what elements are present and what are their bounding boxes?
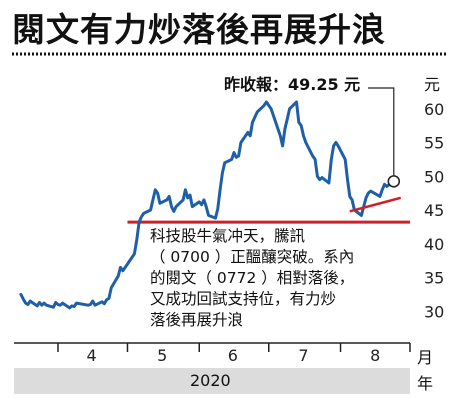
series-group: [19, 87, 410, 310]
x-tick-label: 7: [298, 346, 308, 365]
x-axis-year-label: 2020: [190, 371, 231, 390]
x-tick-label: 6: [228, 346, 238, 365]
annotation-line: 落後再展升浪: [150, 311, 244, 329]
x-axis-year-unit: 年: [417, 374, 434, 393]
last-close-marker: [387, 175, 401, 188]
y-axis-unit: 元: [424, 75, 441, 94]
last-close-callout: 昨收報：49.25 元: [224, 75, 361, 94]
y-axis-ticks: 30 35 40 45 50 55 60: [424, 100, 444, 322]
annotation-line: 科技股牛氣冲天，騰訊: [150, 227, 306, 245]
callout-leader-line: [368, 87, 395, 176]
year-band: [14, 368, 410, 394]
y-tick-label: 50: [424, 167, 444, 186]
y-tick-label: 45: [424, 201, 444, 220]
y-tick-label: 55: [424, 134, 444, 153]
x-axis-unit: 月: [417, 348, 434, 367]
x-tick-label: 5: [157, 346, 167, 365]
trendline: [349, 196, 402, 213]
annotation-line: （ 0700 ）正醞釀突破。系內: [150, 248, 355, 266]
x-tick-label: 4: [86, 346, 96, 365]
y-tick-label: 30: [424, 302, 444, 321]
annotation-line: 的閱文（ 0772 ）相對落後，: [150, 269, 355, 287]
x-axis: 4 5 6 7 8: [14, 342, 411, 365]
annotation-line: 又成功回試支持位，有力炒: [150, 290, 337, 308]
y-tick-label: 35: [424, 269, 444, 288]
chart-annotation: 科技股牛氣冲天，騰訊 （ 0700 ）正醞釀突破。系內 的閱文（ 0772 ）相…: [150, 226, 412, 331]
y-tick-label: 40: [424, 235, 444, 254]
y-tick-label: 60: [424, 100, 444, 119]
chart-headline: 閱文有力炒落後再展升浪: [12, 10, 386, 49]
x-tick-label: 8: [370, 346, 380, 365]
price-line: [19, 100, 396, 310]
